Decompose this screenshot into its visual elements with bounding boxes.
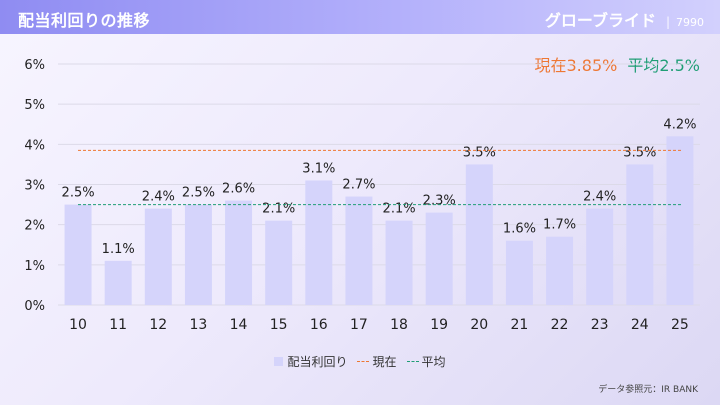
current-yield-label: 現在3.85% <box>534 56 618 75</box>
data-label: 2.4% <box>583 190 616 205</box>
legend-average-label: 平均 <box>421 355 446 369</box>
y-tick-label: 6% <box>24 58 45 73</box>
data-label: 1.6% <box>503 222 536 237</box>
data-label: 3.5% <box>623 145 656 160</box>
bar <box>626 164 654 305</box>
legend-bar-swatch <box>274 357 284 366</box>
company-name: グローブライド <box>544 11 656 30</box>
data-label: 3.5% <box>463 145 496 160</box>
y-tick-label: 3% <box>24 179 45 194</box>
legend-item-current: 現在 <box>357 353 397 370</box>
data-label: 2.3% <box>423 194 456 209</box>
bar <box>465 164 493 305</box>
x-tick-label: 17 <box>350 317 368 333</box>
average-yield-label: 平均2.5% <box>627 56 700 75</box>
data-label: 2.6% <box>222 182 255 197</box>
data-label: 2.5% <box>62 186 95 201</box>
bar <box>586 208 614 305</box>
bar <box>104 260 132 305</box>
y-tick-label: 2% <box>24 219 45 234</box>
x-tick-label: 15 <box>270 317 288 333</box>
y-tick-label: 4% <box>24 138 45 153</box>
bar <box>546 236 574 305</box>
bar <box>425 212 453 305</box>
y-tick-label: 5% <box>24 98 45 113</box>
y-tick-label: 1% <box>24 259 45 274</box>
bar <box>184 204 212 305</box>
bar <box>144 208 172 305</box>
stock-code: 7990 <box>676 16 704 29</box>
chart-legend: 配当利回り 現在 平均 <box>0 353 720 370</box>
legend-item-average: 平均 <box>406 353 446 370</box>
x-tick-label: 22 <box>551 317 569 333</box>
legend-current-line <box>357 361 370 362</box>
data-label: 2.1% <box>262 202 295 217</box>
x-tick-label: 18 <box>390 317 408 333</box>
bar <box>666 136 694 305</box>
header-separator: | <box>665 15 670 29</box>
bar <box>345 196 373 305</box>
x-tick-label: 11 <box>109 317 127 333</box>
data-label: 2.5% <box>182 186 215 201</box>
x-tick-label: 19 <box>430 317 448 333</box>
chart-title: 配当利回りの推移 <box>18 11 151 30</box>
x-tick-label: 12 <box>149 317 167 333</box>
x-tick-label: 23 <box>591 317 609 333</box>
data-label: 2.4% <box>142 190 175 205</box>
legend-item-bars: 配当利回り <box>274 353 347 370</box>
bar <box>385 220 413 305</box>
x-tick-label: 20 <box>470 317 488 333</box>
x-tick-label: 25 <box>671 317 689 333</box>
data-label: 1.7% <box>543 218 576 233</box>
x-tick-label: 10 <box>69 317 87 333</box>
data-label: 1.1% <box>102 242 135 257</box>
data-label: 2.7% <box>342 178 375 193</box>
bar <box>225 200 253 305</box>
data-label: 2.1% <box>383 202 416 217</box>
bar <box>265 220 293 305</box>
data-source: データ参照元：IR BANK <box>598 385 698 395</box>
x-tick-label: 21 <box>511 317 529 333</box>
company-info: グローブライド | 7990 <box>545 7 704 31</box>
x-tick-label: 14 <box>230 317 248 333</box>
header-bar: 配当利回りの推移 グローブライド | 7990 <box>0 0 720 34</box>
yield-summary: 現在3.85% 平均2.5% <box>535 52 701 76</box>
legend-bar-label: 配当利回り <box>287 355 348 369</box>
x-tick-label: 13 <box>190 317 208 333</box>
x-tick-label: 16 <box>310 317 328 333</box>
data-label: 4.2% <box>663 117 696 132</box>
x-tick-label: 24 <box>631 317 649 333</box>
bar <box>305 180 333 305</box>
legend-average-line <box>406 361 419 362</box>
bar <box>505 240 533 305</box>
bar <box>64 204 92 305</box>
y-tick-label: 0% <box>24 299 45 314</box>
legend-current-label: 現在 <box>372 355 397 369</box>
data-label: 3.1% <box>302 161 335 176</box>
